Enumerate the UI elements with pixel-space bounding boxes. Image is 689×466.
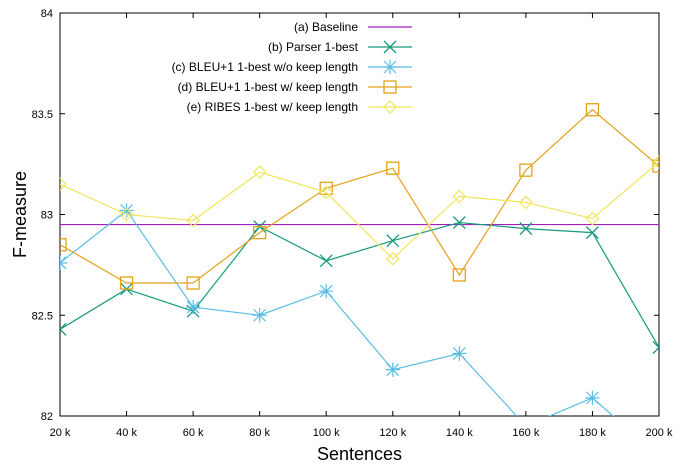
x-tick-label: 100 k [313, 427, 340, 439]
point-marker-diamond [652, 155, 659, 169]
point-marker-square [253, 225, 267, 240]
point-marker-square [452, 268, 466, 282]
point-marker-star [60, 255, 68, 271]
legend-label: (d) BLEU+1 1-best w/ keep length [178, 80, 358, 94]
point-marker-diamond [385, 251, 400, 266]
point-marker-diamond [252, 165, 267, 180]
legend-label: (a) Baseline [294, 20, 358, 34]
plot-frame [59, 12, 660, 417]
series-line [60, 108, 659, 284]
point-marker-diamond [186, 213, 200, 228]
point-marker-star [252, 308, 267, 323]
x-axis-title: Sentences [317, 444, 402, 464]
point-marker-x [383, 40, 397, 54]
point-marker-star [452, 346, 467, 361]
x-tick-label: 60 k [183, 427, 204, 439]
point-marker-square [585, 103, 600, 117]
series-group [60, 103, 659, 290]
y-tick-label: 82 [41, 411, 53, 423]
y-tick-label: 84 [41, 8, 53, 20]
point-marker-star [652, 449, 666, 463]
point-marker-diamond [119, 207, 134, 222]
series-layer [60, 103, 666, 463]
series-group [60, 216, 659, 354]
x-tick-label: 180 k [579, 427, 606, 439]
point-marker-x [652, 341, 659, 354]
x-tick-label: 200 k [646, 427, 673, 439]
x-tick-label: 80 k [249, 427, 270, 439]
series-group [60, 203, 666, 463]
x-tick-label: 140 k [446, 427, 473, 439]
point-marker-diamond [519, 195, 533, 210]
series-line [60, 209, 615, 416]
legend-label: (c) BLEU+1 1-best w/o keep length [172, 60, 358, 74]
point-marker-x [519, 222, 533, 236]
point-marker-square [186, 276, 200, 290]
x-tick-label: 120 k [379, 427, 406, 439]
axis-ticks: 20 k 40 k 60 k 80 k 100 k 120 k 140 k 160 k 180 … [32, 8, 673, 439]
series-line [60, 161, 659, 260]
point-marker-star [319, 283, 334, 299]
point-marker-square [60, 238, 67, 252]
point-marker-x [386, 234, 400, 248]
y-axis-title: F-measure [10, 171, 30, 258]
point-marker-x [319, 254, 333, 268]
point-marker-square [119, 276, 134, 290]
point-marker-star [185, 299, 201, 315]
point-marker-star [382, 59, 398, 75]
x-tick-label: 160 k [512, 427, 539, 439]
point-marker-square [652, 159, 659, 173]
point-marker-square [519, 163, 533, 177]
legend-label: (e) RIBES 1-best w/ keep length [187, 100, 358, 114]
point-marker-diamond [585, 211, 600, 226]
point-marker-x [585, 226, 599, 240]
x-tick-label: 20 k [50, 427, 71, 439]
x-tick-label: 40 k [116, 427, 137, 439]
point-marker-diamond [319, 185, 334, 200]
point-marker-square [383, 80, 397, 94]
point-marker-x [60, 322, 67, 336]
point-marker-square [386, 161, 400, 175]
y-tick-label: 82.5 [32, 310, 53, 322]
series-group [60, 155, 659, 266]
point-marker-diamond [383, 100, 397, 114]
point-marker-diamond [60, 177, 67, 192]
point-marker-square [319, 181, 333, 195]
y-tick-label: 83.5 [32, 109, 53, 121]
point-marker-star [385, 362, 400, 377]
legend: (a) Baseline (b) Parser 1-best (c) BLEU+1 … [172, 20, 412, 114]
point-marker-diamond [452, 189, 467, 204]
series-line [60, 221, 659, 348]
point-marker-x [452, 216, 466, 230]
point-marker-star [119, 203, 134, 218]
y-tick-label: 83 [41, 210, 53, 222]
point-marker-star [585, 390, 600, 406]
legend-label: (b) Parser 1-best [268, 40, 359, 54]
